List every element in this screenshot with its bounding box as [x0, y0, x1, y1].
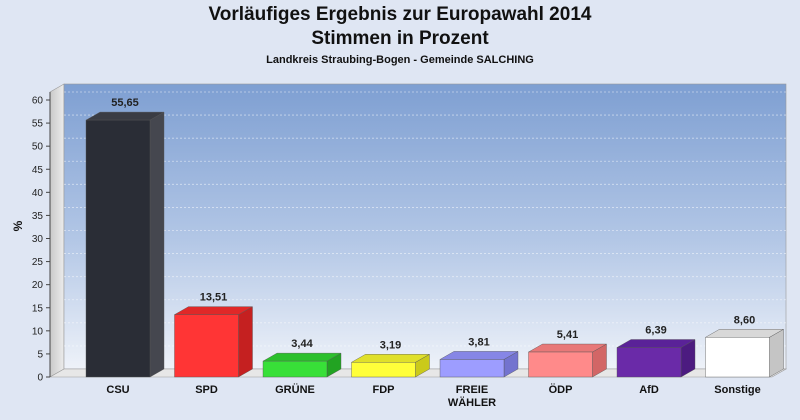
- x-tick-label: AfD: [639, 384, 659, 396]
- bar: [85, 119, 151, 378]
- bar-top: [350, 354, 431, 363]
- y-tick-label: 0: [37, 373, 43, 384]
- gridlines: [64, 91, 786, 347]
- bar: [439, 359, 505, 378]
- bar: [616, 347, 682, 378]
- y-tick-label: 15: [32, 303, 44, 314]
- y-tick-label: 35: [32, 211, 44, 222]
- value-label: 3,19: [380, 339, 401, 351]
- y-tick-label: 30: [32, 234, 44, 245]
- y-tick-label: 55: [32, 119, 44, 130]
- x-tick-label: Sonstige: [714, 384, 760, 396]
- bar-top: [262, 352, 342, 362]
- value-label: 3,81: [468, 336, 489, 348]
- y-tick-label: 20: [32, 280, 44, 291]
- bar-side: [149, 111, 165, 378]
- bars: [85, 111, 785, 378]
- value-label: 55,65: [111, 97, 139, 109]
- bar: [262, 360, 328, 378]
- value-label: 5,41: [557, 329, 578, 341]
- y-axis-label: %: [11, 220, 25, 231]
- chart-subtitle: Stimmen in Prozent: [311, 28, 489, 49]
- bar-top: [85, 111, 165, 121]
- x-tick-label: SPD: [195, 384, 218, 396]
- bar-top: [527, 343, 608, 353]
- side-wall: [49, 83, 65, 378]
- bar: [351, 362, 416, 378]
- x-tick-label: ÖDP: [549, 383, 573, 396]
- y-tick-label: 45: [32, 165, 44, 176]
- back-wall: [63, 83, 787, 370]
- bar-side: [769, 328, 784, 378]
- y-tick-label: 60: [32, 96, 44, 107]
- y-tick-label: 5: [37, 349, 43, 360]
- chart-title: Vorläufiges Ergebnis zur Europawahl 2014: [208, 4, 592, 25]
- bar: [528, 351, 593, 378]
- y-axis: 0 5 10 15 20 25 30 35 40 45 50 55 60%: [11, 92, 51, 384]
- value-label: 8,60: [734, 314, 755, 326]
- y-tick-label: 40: [32, 188, 44, 199]
- y-tick-label: 10: [32, 326, 44, 337]
- y-tick-label: 25: [32, 257, 44, 268]
- value-label: 6,39: [645, 324, 666, 336]
- bar: [705, 337, 770, 378]
- bar-side: [238, 306, 253, 378]
- x-tick-label: WÄHLER: [448, 396, 496, 409]
- labels: 55,65 CSU 13,51 SPD 3,44 GRÜNE 3,19 FDP 3,81 FREI…: [106, 97, 760, 409]
- y-tick-label: 50: [32, 142, 44, 153]
- x-tick-label: CSU: [106, 384, 129, 396]
- chart-region: Landkreis Straubing-Bogen - Gemeinde SAL…: [266, 54, 534, 66]
- bar-top: [704, 329, 785, 338]
- x-tick-label: GRÜNE: [275, 383, 315, 396]
- value-label: 13,51: [200, 292, 228, 304]
- x-tick-label: FREIE: [456, 384, 488, 396]
- value-label: 3,44: [291, 338, 313, 350]
- x-tick-label: FDP: [373, 384, 395, 396]
- bar-top: [616, 339, 696, 348]
- bar-top: [173, 306, 254, 315]
- bar: [174, 314, 239, 378]
- bar-top: [439, 351, 519, 360]
